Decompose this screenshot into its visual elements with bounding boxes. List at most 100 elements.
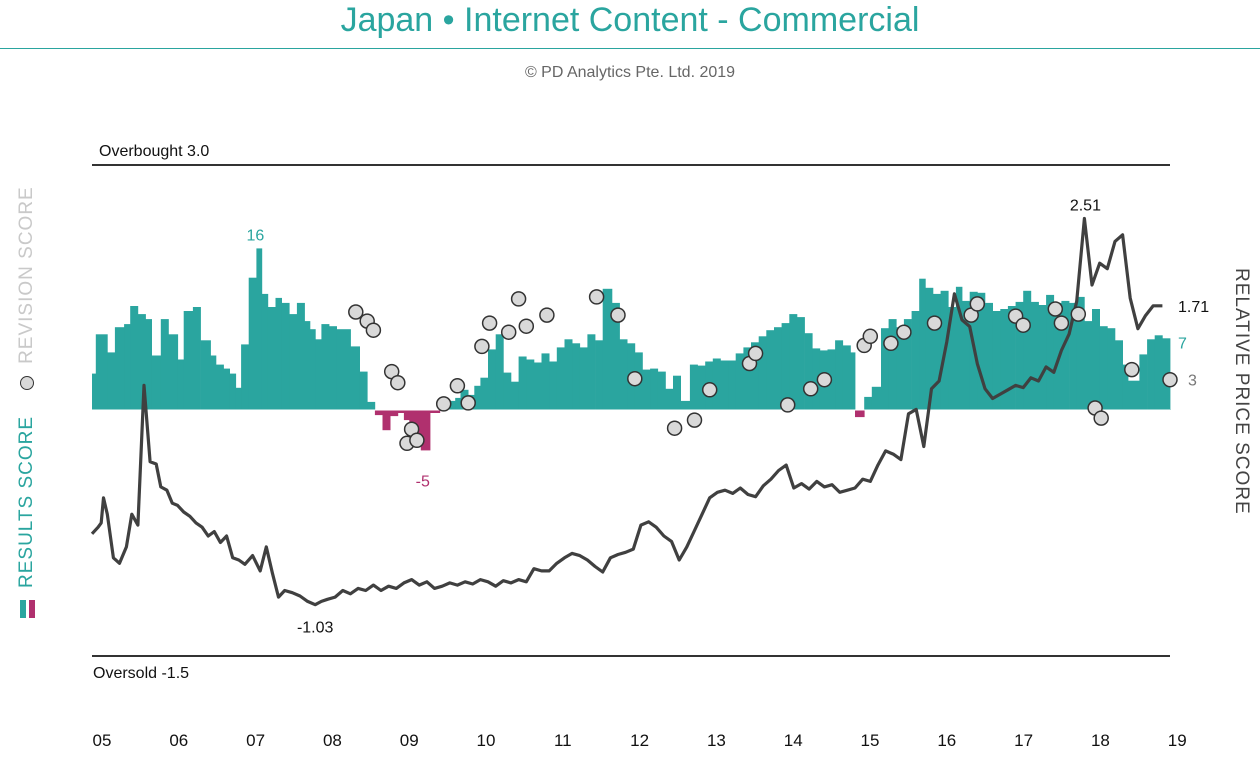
results-bar bbox=[751, 342, 759, 410]
revision-marker bbox=[460, 395, 476, 411]
revision-marker bbox=[365, 322, 382, 338]
results-bar bbox=[835, 340, 844, 410]
results-bar bbox=[503, 372, 512, 410]
results-bar bbox=[1076, 296, 1085, 410]
results-bar bbox=[275, 297, 282, 410]
results-bar bbox=[657, 371, 666, 410]
price-peak-label: 2.51 bbox=[1070, 198, 1101, 215]
results-bar bbox=[526, 359, 535, 410]
results-bar bbox=[488, 349, 496, 410]
revision-markers bbox=[348, 289, 1178, 452]
results-bar bbox=[864, 396, 873, 410]
x-tick-label: 14 bbox=[784, 731, 803, 750]
results-bar bbox=[336, 329, 351, 410]
overbought-label: Overbought 3.0 bbox=[99, 143, 209, 160]
results-bar bbox=[1115, 340, 1123, 410]
revision-marker bbox=[1093, 410, 1109, 426]
revision-marker bbox=[779, 397, 796, 413]
results-bar bbox=[1023, 290, 1032, 410]
results-bar bbox=[985, 302, 993, 410]
results-peak-label: 16 bbox=[247, 227, 265, 244]
results-bar bbox=[495, 334, 504, 411]
revision-marker bbox=[701, 382, 718, 398]
results-bar bbox=[192, 307, 201, 410]
results-trough-label: -5 bbox=[416, 473, 430, 490]
revision-marker bbox=[510, 291, 527, 307]
results-bar bbox=[766, 330, 775, 410]
results-bars bbox=[92, 248, 1171, 451]
revision-marker bbox=[409, 432, 425, 449]
results-bar bbox=[796, 317, 805, 410]
results-bar bbox=[390, 410, 399, 417]
results-bar bbox=[403, 410, 410, 421]
results-bar bbox=[267, 307, 276, 410]
results-bar bbox=[321, 324, 330, 410]
revision-marker bbox=[500, 324, 517, 340]
results-bar bbox=[367, 401, 376, 410]
results-bar bbox=[397, 410, 405, 413]
results-bar bbox=[160, 319, 169, 410]
results-bar bbox=[948, 307, 957, 410]
x-tick-label: 07 bbox=[246, 731, 265, 750]
relative-price-line bbox=[90, 216, 1163, 607]
revision-last-label: 3 bbox=[1188, 373, 1197, 390]
x-axis-ticks: 05 06 07 08 09 10 11 12 13 14 15 16 17 18 19 bbox=[93, 731, 1187, 750]
results-bar bbox=[296, 302, 305, 410]
results-bar bbox=[137, 314, 146, 410]
results-bar bbox=[1061, 300, 1070, 410]
revision-marker bbox=[896, 324, 912, 340]
revision-marker bbox=[1162, 371, 1178, 388]
results-bar bbox=[145, 319, 152, 410]
x-tick-label: 18 bbox=[1091, 731, 1110, 750]
revision-marker bbox=[610, 307, 626, 323]
results-bar bbox=[642, 369, 651, 410]
results-bar bbox=[304, 321, 311, 410]
results-bar bbox=[1099, 326, 1108, 410]
results-bar bbox=[200, 340, 211, 410]
revision-marker bbox=[539, 307, 555, 323]
revision-marker bbox=[1124, 361, 1140, 378]
revision-marker bbox=[802, 381, 819, 397]
results-bar bbox=[871, 386, 882, 410]
results-bar bbox=[1046, 294, 1055, 410]
results-bar bbox=[720, 360, 729, 410]
revision-marker bbox=[883, 335, 899, 352]
results-bar bbox=[977, 292, 986, 410]
results-bar bbox=[511, 381, 519, 410]
x-tick-label: 06 bbox=[169, 731, 188, 750]
results-bar bbox=[447, 400, 456, 410]
results-bar bbox=[697, 365, 706, 410]
results-bar bbox=[781, 323, 790, 410]
results-bar bbox=[774, 327, 782, 410]
results-bar bbox=[1139, 354, 1148, 410]
results-bar bbox=[329, 326, 337, 410]
results-bar bbox=[888, 319, 897, 410]
results-bar bbox=[114, 327, 125, 410]
results-bar bbox=[235, 387, 242, 410]
results-bar bbox=[812, 348, 821, 410]
revision-marker bbox=[518, 318, 535, 334]
price-last-label: 1.71 bbox=[1178, 299, 1209, 316]
results-bar bbox=[579, 347, 588, 410]
results-bar bbox=[374, 410, 383, 416]
price-trough-label: -1.03 bbox=[297, 620, 334, 637]
results-bar bbox=[587, 334, 596, 411]
revision-marker bbox=[747, 345, 764, 362]
results-bar bbox=[665, 388, 674, 410]
title-rule bbox=[0, 48, 1260, 49]
results-bar bbox=[261, 293, 269, 410]
results-bar bbox=[903, 319, 912, 410]
results-bar bbox=[735, 353, 744, 410]
results-bar bbox=[919, 278, 926, 410]
results-bar bbox=[1030, 301, 1039, 410]
results-bar bbox=[541, 353, 550, 410]
results-bar bbox=[1038, 305, 1047, 410]
results-bar bbox=[743, 347, 752, 410]
results-bar bbox=[804, 333, 813, 410]
results-bar bbox=[474, 385, 481, 410]
results-bar bbox=[124, 324, 131, 410]
revision-marker bbox=[481, 315, 498, 331]
results-bar bbox=[359, 371, 368, 410]
results-bar bbox=[992, 311, 1001, 410]
results-bar bbox=[564, 339, 573, 410]
